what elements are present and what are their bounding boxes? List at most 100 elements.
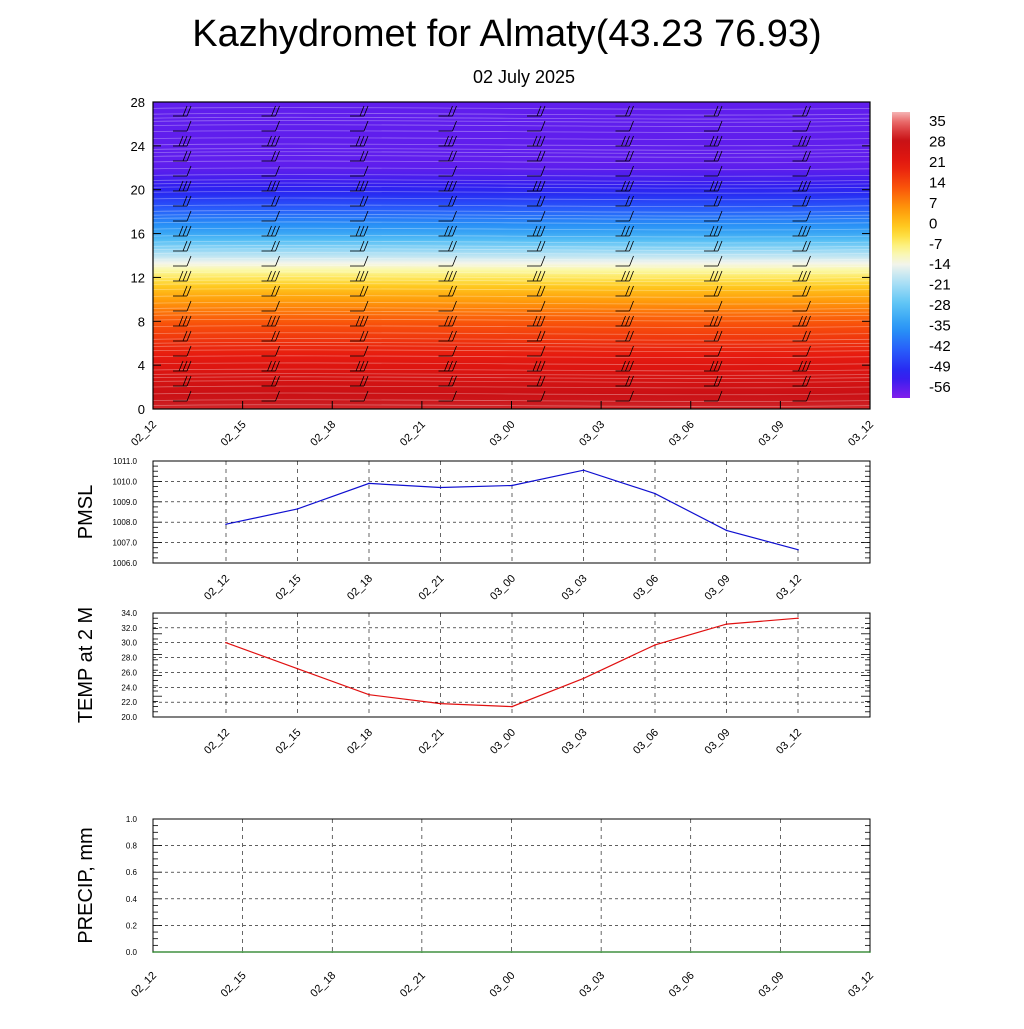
wind-barb (438, 210, 457, 222)
y-tick-label: 34.0 (121, 609, 137, 618)
x-tick-label: 02_18 (345, 573, 375, 603)
contour-line (153, 160, 870, 164)
wind-barb (527, 360, 546, 372)
contour-line (153, 265, 870, 268)
wind-barb (261, 375, 280, 387)
wind-barb (350, 180, 369, 192)
wind-barb (261, 255, 280, 267)
wind-barb (792, 180, 811, 192)
y-tick-label: 1.0 (126, 815, 138, 824)
contour-line (153, 385, 870, 389)
wind-barb (615, 195, 634, 207)
wind-barb (350, 390, 369, 402)
y-tick-label: 32.0 (121, 624, 137, 633)
wind-barb (350, 375, 369, 387)
x-tick-label: 02_15 (274, 727, 304, 757)
wind-barb (527, 105, 546, 117)
y-tick-label: 30.0 (121, 639, 137, 648)
contour-line (153, 116, 870, 120)
colorbar-label: -56 (929, 379, 951, 396)
y-tick-label: 0.8 (126, 842, 138, 851)
wind-barb (792, 315, 811, 327)
pmsl-data-point (368, 482, 370, 485)
wind-barb (704, 195, 723, 207)
wind-barb (350, 210, 369, 222)
wind-barb (792, 270, 811, 282)
wind-barb (792, 240, 811, 252)
x-tick-label: 03_06 (631, 727, 661, 757)
wind-barb (704, 375, 723, 387)
colorbar-label: -35 (929, 318, 951, 335)
wind-barb (615, 105, 634, 117)
wind-barb (350, 105, 369, 117)
y-tick-label: 1009.0 (113, 498, 138, 507)
wind-barb (615, 330, 634, 342)
y-tick-label: 28.0 (121, 654, 137, 663)
wind-barb (704, 255, 723, 267)
wind-barb (438, 105, 457, 117)
contour-line (153, 355, 870, 358)
wind-barb (438, 375, 457, 387)
wind-barb (350, 285, 369, 297)
wind-barb (173, 150, 192, 162)
wind-barb (173, 285, 192, 297)
wind-barb (350, 300, 369, 312)
x-tick-label: 03_03 (560, 727, 590, 757)
wind-barb (261, 270, 280, 282)
precip-data-point (869, 951, 871, 953)
pmsl-data-point (225, 523, 227, 526)
wind-barb (350, 360, 369, 372)
temp-data-point (654, 644, 656, 646)
contour-line (153, 143, 870, 147)
contour-line (153, 307, 870, 310)
wind-barb (438, 345, 457, 357)
wind-barb (173, 375, 192, 387)
pmsl-data-point (582, 469, 585, 471)
temp-data-point (225, 641, 227, 644)
precip-axis-label: PRECIP, mm (75, 827, 97, 943)
x-tick-label: 03_03 (560, 573, 590, 603)
x-tick-label: 03_03 (577, 419, 607, 449)
wind-barb (350, 165, 369, 177)
cross-section-panel: 0 4 8 12 16 20 24 28 02_12 02_15 02_18 02_21 03_00 03… (129, 95, 876, 449)
colorbar-label: 0 (929, 215, 937, 232)
contour-line (153, 112, 870, 116)
contour-line (153, 240, 870, 244)
contour-line (153, 213, 870, 217)
x-tick-label: 03_09 (703, 573, 733, 603)
x-tick-label: 03_00 (488, 419, 518, 449)
wind-barb (615, 240, 634, 252)
wind-barb (438, 285, 457, 297)
y-tick-label: 1008.0 (113, 518, 138, 527)
colorbar-scale (892, 112, 910, 398)
wind-barb (615, 165, 634, 177)
x-tick-label: 03_12 (846, 419, 876, 449)
contour-line (153, 271, 870, 275)
contour-line (153, 130, 870, 133)
temp-data-point (582, 677, 585, 680)
colorbar-label: -21 (929, 277, 951, 294)
contour-line (153, 137, 870, 140)
x-tick-label: 02_21 (398, 419, 428, 449)
wind-barb (350, 315, 369, 327)
x-tick-label: 02_12 (129, 419, 159, 449)
wind-barb (615, 255, 634, 267)
x-tick-label: 03_03 (577, 970, 607, 1000)
x-tick-label: 03_00 (488, 970, 518, 1000)
precip-data-point (152, 951, 154, 953)
x-tick-label: 03_06 (667, 970, 697, 1000)
wind-barb (261, 165, 280, 177)
wind-barb (792, 390, 811, 402)
x-tick-label: 03_12 (774, 573, 804, 603)
y-tick-label: 24 (131, 139, 145, 154)
wind-barb (173, 135, 192, 147)
contour-line (153, 376, 870, 379)
wind-barb (350, 135, 369, 147)
y-tick-label: 12 (131, 270, 145, 285)
contour-line (153, 245, 870, 248)
wind-barb (350, 150, 369, 162)
wind-barb (615, 150, 634, 162)
wind-barb (792, 300, 811, 312)
contour-line (153, 151, 870, 154)
